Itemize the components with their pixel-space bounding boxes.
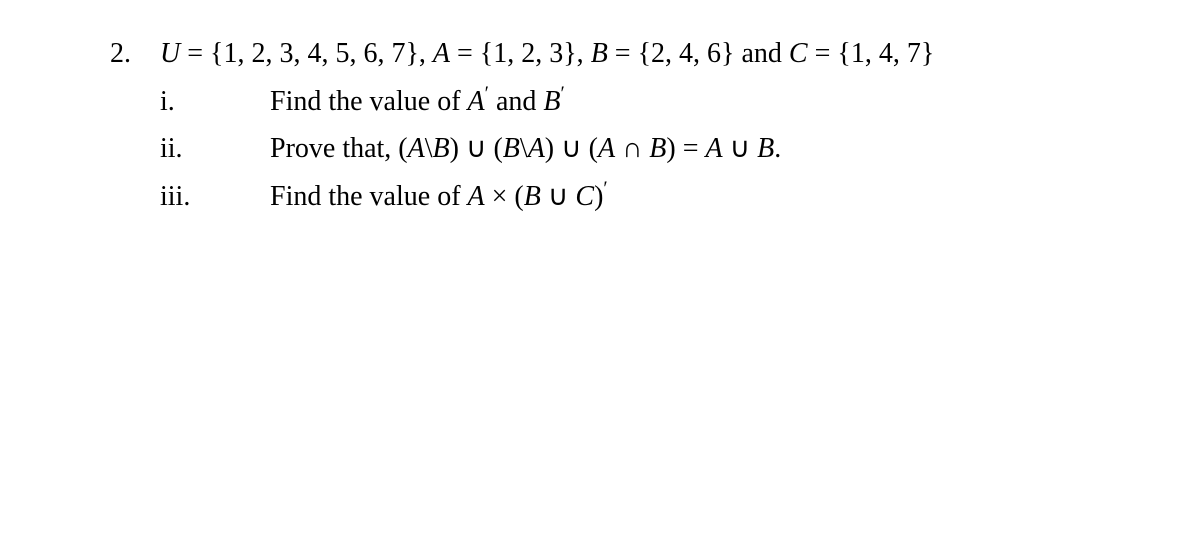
subpart-text: Find the value of A × (B ∪ C)′ — [270, 173, 608, 221]
subpart-label: i. — [160, 78, 270, 126]
problem-number: 2. — [110, 30, 160, 78]
subpart-iii: iii. Find the value of A × (B ∪ C)′ — [160, 173, 1140, 221]
problem-statement-row: 2. U = {1, 2, 3, 4, 5, 6, 7}, A = {1, 2,… — [110, 30, 1140, 78]
subpart-label: iii. — [160, 173, 270, 221]
subpart-text: Prove that, (A\B) ∪ (B\A) ∪ (A ∩ B) = A … — [270, 125, 781, 173]
subpart-label: ii. — [160, 125, 270, 173]
problem-statement: U = {1, 2, 3, 4, 5, 6, 7}, A = {1, 2, 3}… — [160, 30, 1140, 78]
subpart-i: i. Find the value of A′ and B′ — [160, 78, 1140, 126]
subpart-row: i. Find the value of A′ and B′ ii. Prove… — [110, 78, 1140, 221]
subpart-text: Find the value of A′ and B′ — [270, 78, 565, 126]
page: 2. U = {1, 2, 3, 4, 5, 6, 7}, A = {1, 2,… — [0, 0, 1200, 250]
subpart-ii: ii. Prove that, (A\B) ∪ (B\A) ∪ (A ∩ B) … — [160, 125, 1140, 173]
